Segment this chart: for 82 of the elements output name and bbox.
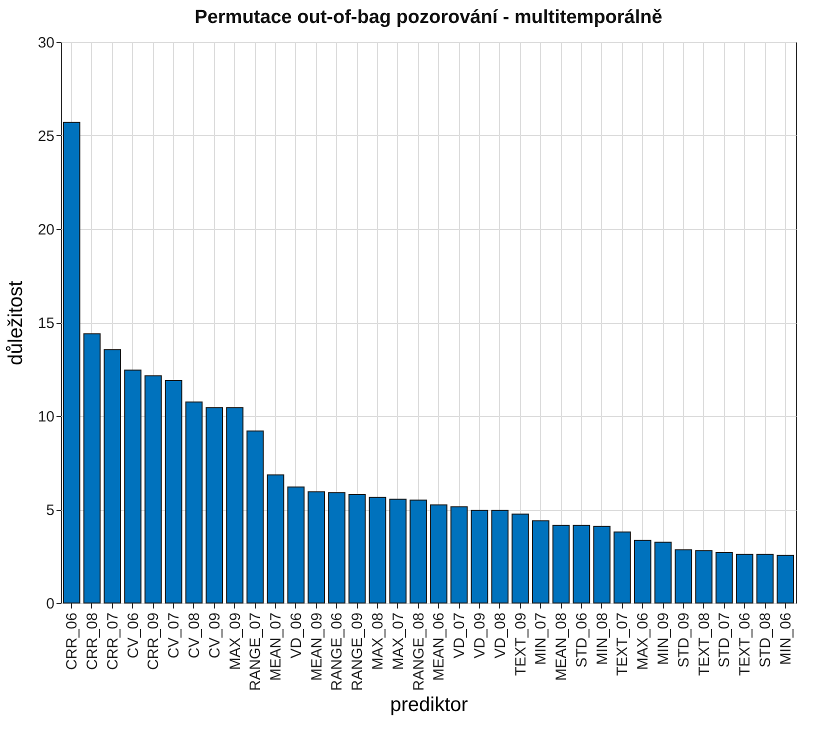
bar bbox=[226, 407, 244, 604]
x-tick-label: CRR_08 bbox=[84, 612, 101, 670]
x-tick-label: MEAN_09 bbox=[308, 612, 326, 681]
x-tick-label: CV_08 bbox=[186, 612, 203, 658]
bar bbox=[164, 380, 182, 604]
bar bbox=[246, 430, 264, 604]
bar bbox=[716, 552, 733, 604]
x-tick-label: VD_08 bbox=[492, 612, 509, 658]
y-tick-label: 10 bbox=[38, 408, 54, 426]
bar bbox=[634, 540, 652, 604]
bar bbox=[308, 491, 325, 604]
y-tick-label: 20 bbox=[38, 222, 54, 238]
x-tick-label: VD_07 bbox=[451, 612, 468, 658]
bar bbox=[124, 370, 142, 604]
bar bbox=[572, 524, 590, 604]
bar bbox=[287, 486, 305, 604]
x-tick-label: MAX_07 bbox=[390, 612, 407, 670]
bar bbox=[83, 333, 101, 604]
x-tick-label: MIN_09 bbox=[655, 612, 672, 666]
bar bbox=[185, 401, 203, 604]
bar bbox=[614, 531, 631, 604]
x-tick-label: STD_08 bbox=[757, 612, 774, 668]
y-tick-label: 5 bbox=[46, 502, 54, 519]
bar bbox=[654, 542, 672, 604]
x-tick-label: CV_07 bbox=[166, 612, 183, 658]
bar bbox=[674, 549, 692, 604]
y-tick-label: 15 bbox=[38, 315, 54, 332]
chart-title: Permutace out-of-bag pozorování - multitemporálně bbox=[194, 7, 662, 28]
y-tick-label: 30 bbox=[38, 34, 54, 52]
x-tick-label: MAX_09 bbox=[226, 612, 244, 670]
bar bbox=[206, 407, 224, 604]
bar bbox=[389, 498, 407, 604]
y-tick-label: 25 bbox=[38, 128, 54, 145]
bar bbox=[532, 520, 550, 604]
x-tick-label: CRR_09 bbox=[145, 612, 162, 670]
bar bbox=[410, 500, 427, 604]
x-tick-label: CV_06 bbox=[124, 612, 142, 658]
x-tick-label: RANGE_07 bbox=[247, 612, 264, 691]
x-tick-label: MEAN_08 bbox=[553, 612, 570, 681]
y-axis-title: důležitost bbox=[4, 280, 27, 366]
bar bbox=[348, 494, 366, 604]
x-tick-label: MIN_06 bbox=[777, 612, 794, 666]
x-tick-label: TEXT_06 bbox=[736, 612, 754, 676]
bar bbox=[450, 506, 468, 604]
x-tick-label: VD_09 bbox=[471, 612, 488, 658]
bar bbox=[104, 349, 122, 604]
x-tick-label: TEXT_09 bbox=[512, 612, 530, 676]
x-tick-label: RANGE_09 bbox=[349, 612, 366, 691]
bar bbox=[470, 510, 488, 604]
x-tick-label: RANGE_08 bbox=[410, 612, 428, 691]
x-tick-label: STD_06 bbox=[573, 612, 590, 668]
x-tick-label: CV_09 bbox=[206, 612, 224, 658]
bar bbox=[593, 526, 611, 604]
bar bbox=[776, 554, 794, 604]
x-tick-label: MEAN_07 bbox=[268, 612, 285, 681]
bar bbox=[266, 474, 284, 604]
x-tick-label: STD_07 bbox=[716, 612, 734, 668]
x-tick-label: MIN_07 bbox=[532, 612, 550, 666]
bar bbox=[512, 514, 529, 604]
bar bbox=[62, 122, 80, 604]
x-tick-label: STD_09 bbox=[675, 612, 692, 668]
bar bbox=[552, 524, 570, 604]
x-tick-label: MEAN_06 bbox=[430, 612, 448, 681]
y-tick-label: 0 bbox=[46, 596, 54, 612]
bar bbox=[491, 510, 509, 604]
bar bbox=[695, 550, 712, 604]
bar bbox=[368, 496, 386, 604]
bar bbox=[736, 554, 754, 604]
x-tick-label: MAX_06 bbox=[634, 612, 652, 670]
x-tick-label: TEXT_07 bbox=[614, 612, 632, 676]
x-axis-title: prediktor bbox=[390, 694, 468, 716]
bar bbox=[144, 375, 162, 604]
x-tick-label: CRR_06 bbox=[64, 612, 81, 670]
x-tick-label: TEXT_08 bbox=[696, 612, 713, 676]
x-tick-label: MAX_08 bbox=[370, 612, 387, 670]
bar bbox=[756, 554, 774, 604]
bar bbox=[328, 492, 346, 604]
x-tick-label: RANGE_06 bbox=[328, 612, 346, 691]
x-tick-label: VD_06 bbox=[288, 612, 305, 658]
bar bbox=[430, 504, 448, 604]
x-tick-label: MIN_08 bbox=[594, 612, 611, 666]
x-tick-label: CRR_07 bbox=[104, 612, 122, 670]
